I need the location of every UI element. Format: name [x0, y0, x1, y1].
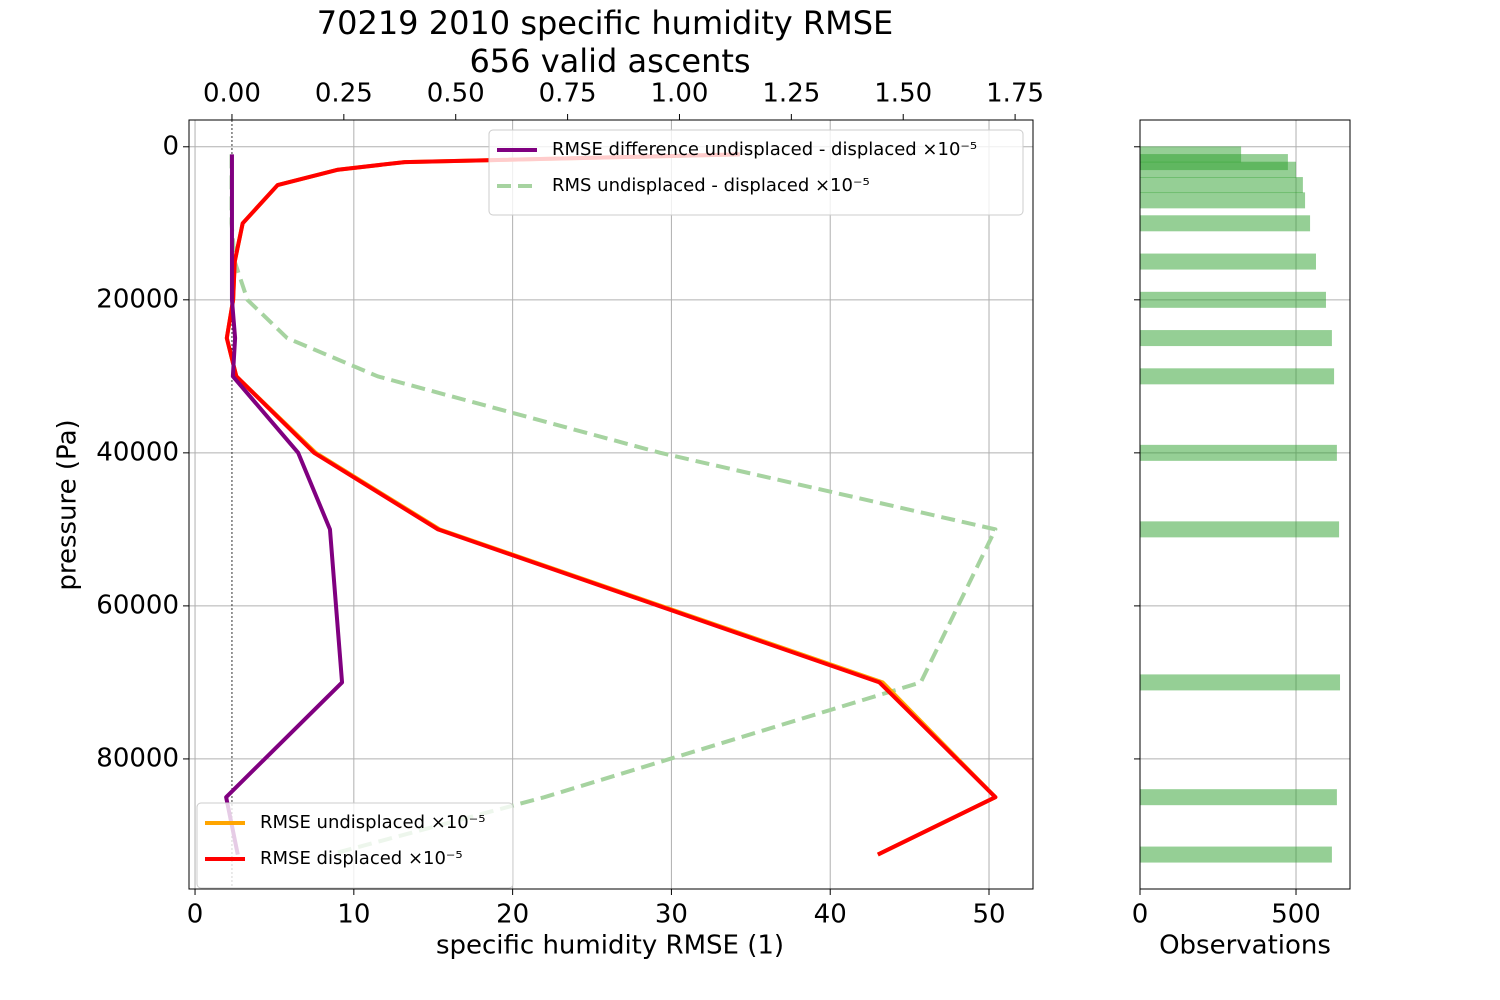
bar — [1140, 330, 1332, 347]
bar — [1140, 161, 1297, 178]
x2-tick-label: 0.25 — [315, 79, 373, 109]
x2-tick-label: 1.00 — [651, 79, 709, 109]
x-tick-label: 30 — [655, 900, 688, 930]
x2-tick-label: 0.50 — [427, 79, 485, 109]
chart-subtitle: 656 valid ascents — [469, 42, 750, 80]
x-tick-label: 20 — [496, 900, 529, 930]
plot-frame — [188, 119, 1034, 890]
series-line — [224, 152, 998, 857]
x-tick-label: 0 — [1132, 900, 1149, 930]
chart-title: 70219 2010 specific humidity RMSE — [317, 4, 894, 42]
legend-box — [488, 129, 1024, 216]
y-tick-label: 0 — [162, 131, 179, 161]
bar — [1140, 253, 1316, 270]
bar — [1140, 521, 1340, 538]
bar — [1140, 291, 1326, 308]
bar — [1140, 846, 1332, 863]
x2-tick-label: 1.75 — [986, 79, 1044, 109]
plot-frame — [1139, 119, 1351, 890]
x-tick-label: 40 — [814, 900, 847, 930]
legend-box — [196, 802, 514, 889]
y-tick-label: 60000 — [96, 590, 179, 620]
bar — [1140, 444, 1337, 461]
series-line — [229, 154, 998, 857]
x-tick-label: 500 — [1271, 900, 1321, 930]
y-tick-label: 20000 — [96, 284, 179, 314]
x-tick-label: 10 — [337, 900, 370, 930]
x-axis-label: specific humidity RMSE (1) — [436, 931, 784, 961]
x2-tick-label: 1.50 — [874, 79, 932, 109]
series-line — [224, 154, 345, 855]
x-tick-label: 50 — [972, 900, 1005, 930]
bar — [1140, 177, 1303, 194]
legend-label: RMSE difference undisplaced - displaced … — [552, 139, 977, 160]
x-tick-label: 0 — [187, 900, 204, 930]
y-tick-label: 80000 — [96, 743, 179, 773]
legend-label: RMS undisplaced - displaced ×10⁻⁵ — [552, 175, 870, 196]
legend-label: RMSE displaced ×10⁻⁵ — [260, 848, 463, 869]
y-tick-label: 40000 — [96, 437, 179, 467]
bar — [1140, 215, 1311, 232]
x2-tick-label: 0.75 — [539, 79, 597, 109]
x-axis-label: Observations — [1159, 931, 1331, 961]
y-axis-label: pressure (Pa) — [53, 419, 83, 590]
bar — [1140, 368, 1335, 385]
x2-tick-label: 1.25 — [762, 79, 820, 109]
bar — [1140, 192, 1306, 209]
legend-label: RMSE undisplaced ×10⁻⁵ — [260, 812, 485, 833]
bar — [1140, 674, 1341, 691]
x2-tick-label: 0.00 — [203, 79, 261, 109]
bar — [1140, 789, 1337, 806]
